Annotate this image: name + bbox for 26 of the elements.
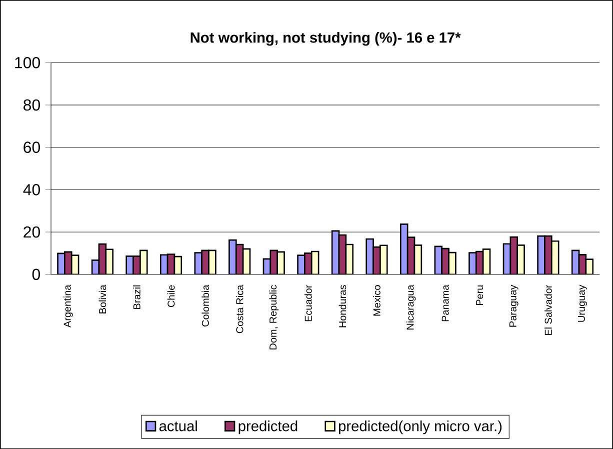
x-tick-label: Panama	[442, 284, 449, 322]
x-tick-label: Brazil	[133, 285, 140, 309]
y-tick-label: 80	[24, 99, 40, 111]
x-tick-label: Bolivia	[98, 284, 106, 314]
y-tick-label: 0	[32, 268, 40, 280]
y-tick-label: 60	[24, 142, 40, 153]
x-tick-label: Argentina	[64, 284, 73, 328]
x-tick-label: Chile	[167, 285, 175, 307]
x-tick-label: Colombia	[202, 284, 209, 326]
x-tick-label: Paraguay	[509, 284, 518, 327]
x-tick-label: Nicaragua	[406, 284, 416, 330]
y-tick-label: 20	[24, 226, 40, 238]
chart-title: Not working, not studying (%)- 16 e 17*	[190, 32, 461, 46]
legend-label: actual	[159, 420, 197, 432]
legend-label: predicted	[238, 420, 298, 434]
x-tick-label: El Salvador	[544, 284, 552, 335]
x-tick-label: Costa Rica	[236, 284, 244, 334]
x-tick-label: Dom, Republic	[269, 284, 279, 350]
x-tick-label: Uruguay	[578, 284, 587, 322]
legend-label: predicted(only micro var.)	[338, 420, 502, 434]
x-tick-label: Mexico	[373, 285, 380, 316]
x-tick-label: Ecuador	[304, 284, 312, 322]
y-tick-label: 100	[15, 56, 40, 68]
x-tick-label: Honduras	[338, 285, 346, 328]
x-tick-label: Peru	[476, 285, 484, 305]
y-tick-label: 40	[23, 184, 40, 196]
